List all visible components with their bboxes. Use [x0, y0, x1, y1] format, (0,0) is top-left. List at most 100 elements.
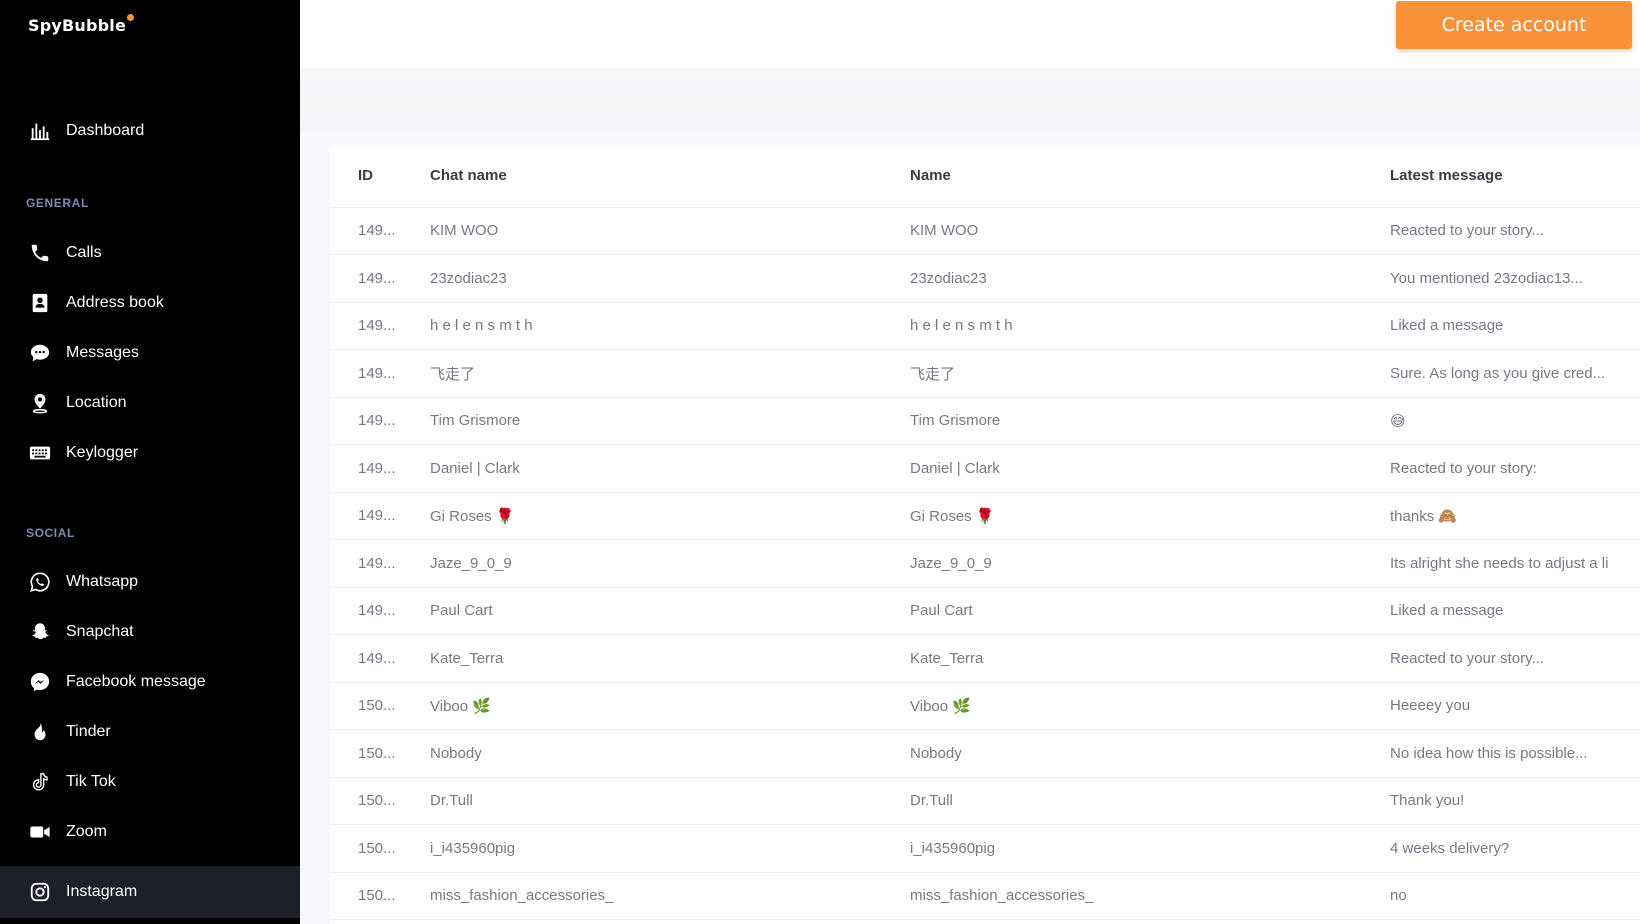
messenger-icon: [28, 670, 52, 694]
name-cell: 23zodiac23: [910, 254, 1390, 303]
id-cell: 149...: [330, 492, 430, 540]
table-row[interactable]: 149... Daniel | Clark Daniel | Clark Reacte…: [330, 444, 1640, 493]
chat-name-cell: miss_fashion_accessories_: [430, 872, 910, 920]
sidebar-item-zoom[interactable]: Zoom: [0, 806, 300, 858]
table-row[interactable]: 149... Tim Grismore Tim Grismore 😅: [330, 397, 1640, 445]
chat-name-cell: 飞走了: [430, 349, 910, 398]
table-row[interactable]: 149... Kate_Terra Kate_Terra Reacted to you…: [330, 634, 1640, 683]
chat-name-cell: Dr.Tull: [430, 777, 910, 825]
latest-message-cell: No idea how this is possible...: [1390, 729, 1640, 778]
name-cell: Gi Roses 🌹: [910, 492, 1390, 540]
latest-message-cell: Heeeey you: [1390, 682, 1640, 730]
filter-band: [300, 68, 1640, 132]
sidebar-item-label: Zoom: [66, 823, 107, 840]
sidebar: SpyBubble Dashboard GENERAL Calls Addres…: [0, 0, 300, 924]
phone-icon: [28, 241, 52, 265]
column-header-chat-name[interactable]: Chat name: [430, 145, 910, 208]
sidebar-item-label: Snapchat: [66, 623, 134, 640]
table-row[interactable]: 149... Gi Roses 🌹 Gi Roses 🌹 thanks 🙈: [330, 492, 1640, 540]
chat-name-cell: Nobody: [430, 729, 910, 778]
sidebar-item-facebook-message[interactable]: Facebook message: [0, 656, 300, 708]
table-row[interactable]: 150... i_i435960pig i_i435960pig 4 weeks de…: [330, 824, 1640, 873]
id-cell: 149...: [330, 397, 430, 445]
name-cell: miss_fashion_accessories_: [910, 872, 1390, 920]
column-header-latest-message[interactable]: Latest message: [1390, 145, 1640, 208]
tiktok-icon: [28, 770, 52, 794]
sidebar-item-address-book[interactable]: Address book: [0, 277, 300, 329]
latest-message-cell: Its alright she needs to adjust a li: [1390, 539, 1640, 588]
column-header-name[interactable]: Name: [910, 145, 1390, 208]
sidebar-item-tinder[interactable]: Tinder: [0, 706, 300, 758]
create-account-button[interactable]: Create account: [1396, 1, 1632, 49]
sidebar-item-messages[interactable]: Messages: [0, 327, 300, 379]
id-cell: 150...: [330, 777, 430, 825]
sidebar-item-tik-tok[interactable]: Tik Tok: [0, 756, 300, 808]
section-label-social: SOCIAL: [26, 526, 75, 540]
flame-icon: [28, 720, 52, 744]
top-bar: Create account: [300, 0, 1640, 68]
sidebar-item-snapchat[interactable]: Snapchat: [0, 606, 300, 658]
sidebar-item-label: Tinder: [66, 723, 111, 740]
sidebar-item-calls[interactable]: Calls: [0, 227, 300, 279]
chat-name-cell: Jaze_9_0_9: [430, 539, 910, 588]
name-cell: 飞走了: [910, 349, 1390, 398]
id-cell: 149...: [330, 539, 430, 588]
sidebar-item-label: Whatsapp: [66, 573, 139, 590]
name-cell: Tim Grismore: [910, 397, 1390, 445]
snapchat-ghost-icon: [28, 620, 52, 644]
latest-message-cell: 4 weeks delivery?: [1390, 824, 1640, 873]
table-row[interactable]: 150... Viboo 🌿 Viboo 🌿 Heeeey you: [330, 682, 1640, 730]
name-cell: Jaze_9_0_9: [910, 539, 1390, 588]
table-row[interactable]: 149... 飞走了 飞走了 Sure. As long as you give cr…: [330, 349, 1640, 398]
table-row[interactable]: 150... Nobody Nobody No idea how this is po…: [330, 729, 1640, 778]
name-cell: Dr.Tull: [910, 777, 1390, 825]
table-row[interactable]: 150... miss_fashion_accessories_ miss_fash…: [330, 872, 1640, 920]
logo[interactable]: SpyBubble: [28, 14, 135, 35]
table-row[interactable]: 149... 23zodiac23 23zodiac23 You mentioned …: [330, 254, 1640, 303]
bar-chart-icon: [28, 119, 52, 143]
latest-message-cell: Liked a message: [1390, 302, 1640, 350]
id-cell: 149...: [330, 254, 430, 303]
keyboard-icon: [28, 441, 52, 465]
name-cell: KIM WOO: [910, 207, 1390, 255]
latest-message-cell: Reacted to your story...: [1390, 207, 1640, 255]
whatsapp-icon: [28, 570, 52, 594]
id-cell: 149...: [330, 587, 430, 635]
table-row[interactable]: 150... Dr.Tull Dr.Tull Thank you!: [330, 777, 1640, 825]
table-row[interactable]: 149... KIM WOO KIM WOO Reacted to your stor…: [330, 207, 1640, 255]
table-row[interactable]: 149... Jaze_9_0_9 Jaze_9_0_9 Its alright sh…: [330, 539, 1640, 588]
id-cell: 149...: [330, 207, 430, 255]
name-cell: Viboo 🌿: [910, 682, 1390, 730]
name-cell: Daniel | Clark: [910, 444, 1390, 493]
sidebar-item-instagram[interactable]: Instagram: [0, 866, 300, 918]
logo-text: SpyBubble: [28, 16, 127, 35]
sidebar-item-whatsapp[interactable]: Whatsapp: [0, 556, 300, 608]
sidebar-item-label: Calls: [66, 244, 102, 261]
sidebar-item-label: Keylogger: [66, 444, 139, 461]
chat-name-cell: Gi Roses 🌹: [430, 492, 910, 540]
name-cell: Kate_Terra: [910, 634, 1390, 683]
chat-name-cell: h e l e n s m t h: [430, 302, 910, 350]
latest-message-cell: Thank you!: [1390, 777, 1640, 825]
table-row[interactable]: 149... Paul Cart Paul Cart Liked a message: [330, 587, 1640, 635]
id-cell: 149...: [330, 634, 430, 683]
chat-name-cell: Paul Cart: [430, 587, 910, 635]
sidebar-item-label: Dashboard: [66, 122, 145, 139]
chat-name-cell: i_i435960pig: [430, 824, 910, 873]
address-book-icon: [28, 291, 52, 315]
id-cell: 149...: [330, 349, 430, 398]
sidebar-item-label: Messages: [66, 344, 139, 361]
column-header-id[interactable]: ID: [330, 145, 430, 208]
sidebar-item-keylogger[interactable]: Keylogger: [0, 427, 300, 479]
location-pin-icon: [28, 391, 52, 415]
latest-message-cell: Liked a message: [1390, 587, 1640, 635]
sidebar-item-dashboard[interactable]: Dashboard: [0, 105, 300, 157]
latest-message-cell: thanks 🙈: [1390, 492, 1640, 540]
name-cell: h e l e n s m t h: [910, 302, 1390, 350]
sidebar-item-location[interactable]: Location: [0, 377, 300, 429]
chat-name-cell: 23zodiac23: [430, 254, 910, 303]
name-cell: i_i435960pig: [910, 824, 1390, 873]
id-cell: 150...: [330, 729, 430, 778]
id-cell: 149...: [330, 302, 430, 350]
